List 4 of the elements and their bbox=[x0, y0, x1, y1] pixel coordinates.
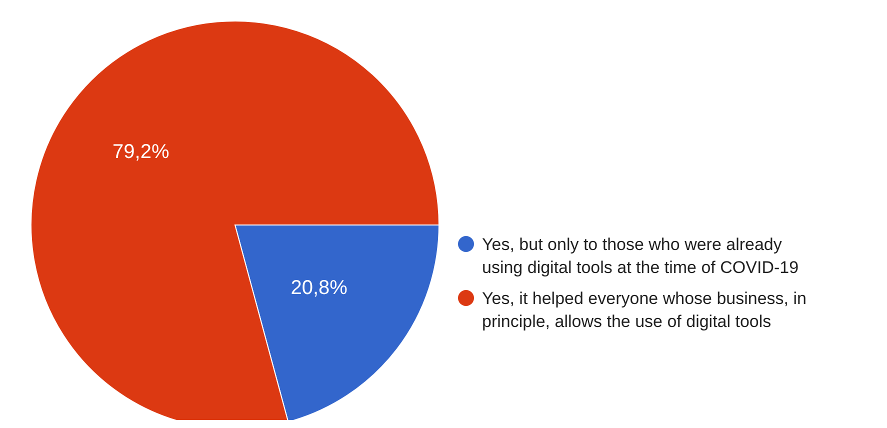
data-label: 79,2% bbox=[112, 140, 170, 163]
legend-label: Yes, but only to those who were already using digital tools at the time of COVID-19 bbox=[482, 234, 800, 279]
data-label: 20,8% bbox=[290, 277, 348, 300]
legend-label: Yes, it helped everyone whose business, in principle, allows the use of digital tools bbox=[482, 288, 808, 333]
